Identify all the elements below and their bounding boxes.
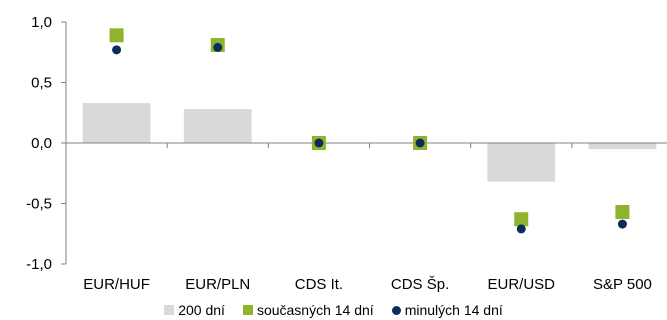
legend-swatch-bar [164, 305, 175, 315]
marker-minulych-14-dni [112, 45, 122, 55]
x-category-label: EUR/HUF [83, 276, 150, 293]
marker-minulych-14-dni [516, 224, 526, 234]
legend-item-soucasnych: současných 14 dní [242, 302, 374, 318]
legend-label: současných 14 dní [256, 302, 374, 318]
x-category-label: CDS It. [295, 276, 343, 293]
legend-swatch-square [242, 305, 253, 315]
x-category-label: CDS Šp. [391, 276, 449, 293]
bar-200-dni [82, 103, 151, 143]
chart-plot: 1,0 0,5 0,0 -0,5 -1,0 EUR/HUF EUR/PLN CDS It. C… [26, 14, 667, 293]
marker-soucasnych-14-dni [615, 204, 630, 219]
marker-minulych-14-dni [415, 138, 425, 148]
x-category-label: EUR/PLN [185, 276, 250, 293]
y-tick-label: 1,0 [31, 14, 52, 31]
bar-200-dni [487, 143, 556, 182]
x-category-label: S&P 500 [593, 276, 652, 293]
legend: 200 dní současných 14 dní minulých 14 dn… [0, 300, 667, 320]
y-tick-label: -1,0 [26, 256, 52, 273]
bar-200-dni [183, 109, 252, 143]
y-tick-label: -0,5 [26, 196, 52, 213]
marker-minulych-14-dni [617, 219, 627, 229]
legend-label: 200 dní [178, 302, 225, 318]
x-category-label: EUR/USD [487, 276, 555, 293]
legend-item-minulych: minulých 14 dní [391, 302, 503, 318]
marker-soucasnych-14-dni [109, 28, 124, 43]
y-tick-label: 0,0 [31, 135, 52, 152]
marker-minulych-14-dni [213, 42, 223, 52]
marker-soucasnych-14-dni [514, 212, 529, 227]
y-tick-label: 0,5 [31, 75, 52, 92]
legend-item-200-dni: 200 dní [164, 302, 225, 318]
bar-200-dni [588, 143, 657, 150]
legend-swatch-dot [391, 305, 401, 315]
legend-label: minulých 14 dní [404, 302, 503, 318]
marker-minulych-14-dni [314, 138, 324, 148]
